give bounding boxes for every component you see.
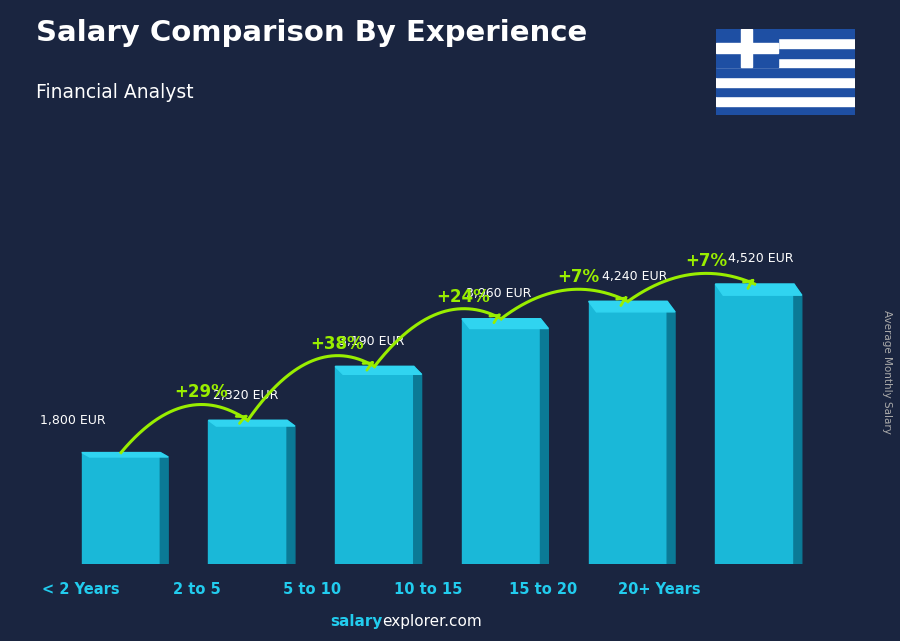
Polygon shape <box>160 453 168 564</box>
Polygon shape <box>209 420 295 426</box>
Bar <box>716 58 855 67</box>
Text: explorer.com: explorer.com <box>382 615 482 629</box>
Polygon shape <box>287 420 295 564</box>
Text: 4,240 EUR: 4,240 EUR <box>601 270 667 283</box>
Text: 2,320 EUR: 2,320 EUR <box>212 388 278 402</box>
Text: < 2 Years: < 2 Years <box>42 582 120 597</box>
Bar <box>716 77 855 87</box>
Text: +7%: +7% <box>685 253 727 271</box>
Polygon shape <box>716 284 794 564</box>
Bar <box>716 38 855 48</box>
Text: 2 to 5: 2 to 5 <box>173 582 220 597</box>
Polygon shape <box>794 284 802 564</box>
Polygon shape <box>541 319 548 564</box>
Bar <box>716 29 778 67</box>
Polygon shape <box>335 367 414 564</box>
Text: Financial Analyst: Financial Analyst <box>36 83 194 103</box>
Text: salary: salary <box>330 615 382 629</box>
Text: +24%: +24% <box>436 288 491 306</box>
Polygon shape <box>667 301 675 564</box>
Text: Average Monthly Salary: Average Monthly Salary <box>881 310 892 434</box>
Text: 3,190 EUR: 3,190 EUR <box>339 335 405 348</box>
Text: 1,800 EUR: 1,800 EUR <box>40 413 105 426</box>
Text: 4,520 EUR: 4,520 EUR <box>728 253 794 265</box>
Text: +38%: +38% <box>310 335 365 353</box>
Text: 5 to 10: 5 to 10 <box>283 582 341 597</box>
Text: +29%: +29% <box>175 383 228 401</box>
Text: 20+ Years: 20+ Years <box>617 582 700 597</box>
Text: +7%: +7% <box>557 268 599 286</box>
Bar <box>716 67 855 77</box>
Polygon shape <box>82 453 168 457</box>
Polygon shape <box>462 319 548 329</box>
Polygon shape <box>414 367 421 564</box>
Polygon shape <box>589 301 667 564</box>
Bar <box>716 44 778 53</box>
Bar <box>716 48 855 58</box>
Bar <box>716 87 855 96</box>
Polygon shape <box>209 420 287 564</box>
Text: 10 to 15: 10 to 15 <box>393 582 462 597</box>
Text: 3,960 EUR: 3,960 EUR <box>466 287 531 300</box>
Polygon shape <box>589 301 675 312</box>
Polygon shape <box>82 453 160 564</box>
Text: 15 to 20: 15 to 20 <box>509 582 578 597</box>
Polygon shape <box>462 319 541 564</box>
Text: Salary Comparison By Experience: Salary Comparison By Experience <box>36 19 587 47</box>
Bar <box>742 29 751 67</box>
Polygon shape <box>335 367 421 374</box>
Polygon shape <box>716 284 802 296</box>
Bar <box>716 96 855 106</box>
Bar <box>716 29 855 38</box>
Bar <box>716 106 855 115</box>
